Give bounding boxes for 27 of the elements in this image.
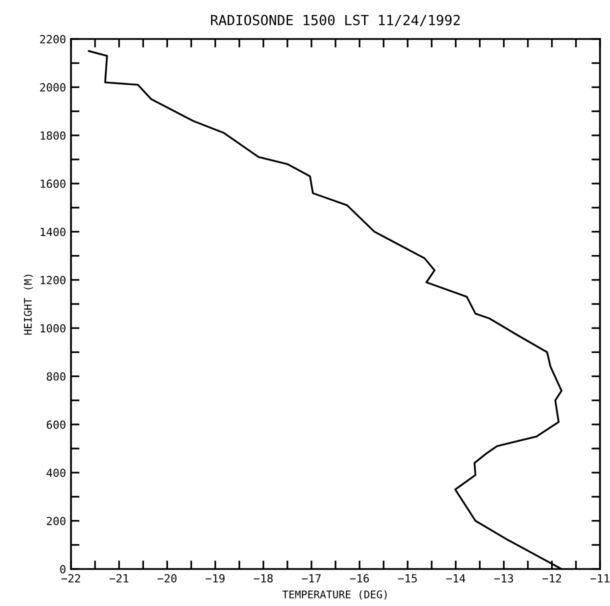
x-tick-label: −17: [302, 574, 321, 582]
y-tick-label: 1200: [40, 276, 66, 284]
y-tick-label: 400: [46, 468, 66, 478]
y-tick-label: 200: [46, 516, 66, 526]
y-tick-label: 1000: [40, 324, 66, 332]
x-tick-label: −22: [61, 574, 80, 582]
x-tick-label: −13: [494, 574, 514, 583]
y-axis-title: HEIGHT (M): [24, 274, 34, 335]
x-tick-label: −16: [350, 574, 369, 583]
y-tick-label: 0: [60, 565, 66, 574]
y-tick-label: 800: [46, 372, 66, 381]
y-tick-label: 600: [46, 420, 66, 429]
x-tick-label: −20: [158, 574, 176, 583]
x-tick-label: −18: [254, 574, 273, 583]
y-tick-label: 1400: [40, 228, 66, 236]
x-tick-label: −14: [446, 574, 466, 582]
x-tick-label: −19: [206, 574, 225, 583]
x-tick-label: −21: [110, 574, 128, 582]
x-axis-title: TEMPERATURE (DEG): [282, 590, 387, 600]
chart-title: RADIOSONDE 1500 LST 11/24/1992: [211, 14, 460, 26]
y-tick-label: 1600: [40, 180, 66, 188]
x-tick-label: −12: [542, 574, 561, 582]
x-tick-label: −15: [398, 574, 417, 583]
y-tick-label: 1800: [40, 131, 66, 140]
y-tick-label: 2000: [40, 83, 66, 92]
x-tick-label: −11: [590, 574, 610, 582]
y-tick-label: 2200: [40, 35, 66, 44]
